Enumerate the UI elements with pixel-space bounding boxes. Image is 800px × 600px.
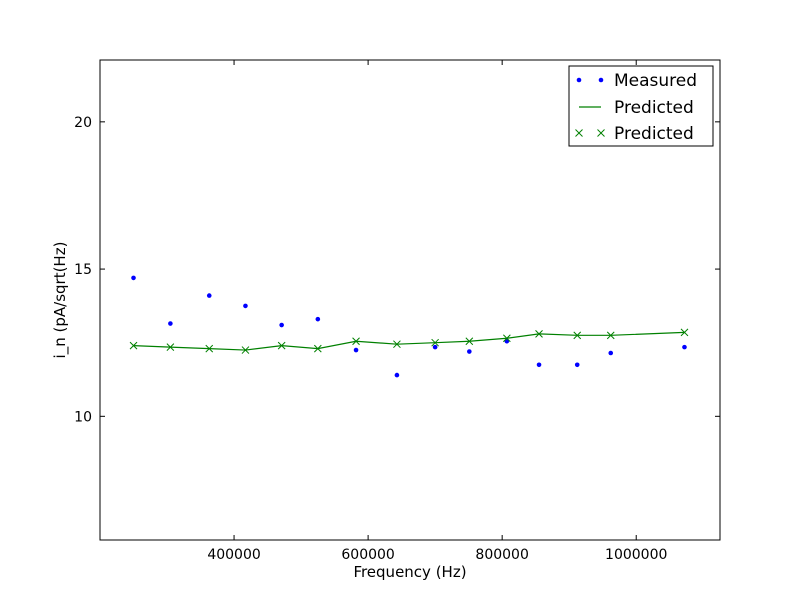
data-point-measured	[315, 316, 321, 322]
x-tick-label: 400000	[207, 547, 260, 563]
data-point-predicted	[129, 341, 138, 350]
data-point-predicted	[393, 340, 401, 349]
data-point-measured	[206, 293, 212, 298]
data-point-measured	[574, 362, 580, 368]
data-point-predicted	[352, 337, 360, 346]
data-point-predicted	[465, 337, 474, 346]
data-point-measured	[394, 372, 400, 378]
data-point-measured	[279, 322, 284, 328]
data-point-predicted	[680, 328, 689, 337]
data-point-predicted	[241, 346, 250, 354]
data-point-predicted	[313, 344, 322, 353]
legend-marker-cross	[597, 129, 605, 137]
data-point-measured	[131, 275, 136, 281]
data-point-measured	[353, 347, 359, 353]
y-tick-label: 20	[74, 115, 92, 131]
data-point-predicted	[503, 334, 511, 343]
legend-marker-measured	[576, 77, 582, 83]
x-axis-label: Frequency (Hz)	[353, 563, 466, 581]
y-tick-label: 15	[74, 262, 92, 278]
legend-label: Predicted	[614, 98, 694, 118]
y-tick-label: 10	[74, 409, 92, 425]
data-point-measured	[168, 321, 173, 326]
data-point-predicted	[166, 343, 175, 351]
data-point-measured	[608, 350, 614, 356]
legend-label: Predicted	[614, 124, 694, 144]
data-point-predicted	[606, 331, 615, 340]
legend-box	[568, 65, 714, 147]
y-axis-label: i_n (pA/sqrt(Hz)	[51, 242, 70, 359]
data-point-measured	[243, 303, 248, 309]
legend-marker-measured	[598, 77, 604, 83]
legend-label: Measured	[614, 71, 697, 91]
data-point-predicted	[573, 331, 582, 340]
x-tick-label: 800000	[475, 547, 528, 563]
data-point-measured	[432, 344, 438, 350]
data-point-measured	[682, 344, 687, 350]
data-point-measured	[467, 349, 472, 354]
legend: Measured Predicted Predicted	[568, 65, 714, 147]
legend-marker-cross	[575, 129, 583, 137]
axis-ticks: 400000 600000 800000 1000000 10 15 20	[74, 60, 720, 563]
data-point-measured	[536, 362, 542, 368]
data-point-predicted	[535, 330, 543, 338]
data-point-predicted	[431, 338, 439, 347]
data-point-predicted	[277, 341, 286, 350]
x-tick-label: 1000000	[605, 547, 667, 563]
series-layer	[129, 275, 689, 378]
x-tick-label: 600000	[341, 547, 394, 563]
data-point-predicted	[205, 344, 214, 353]
